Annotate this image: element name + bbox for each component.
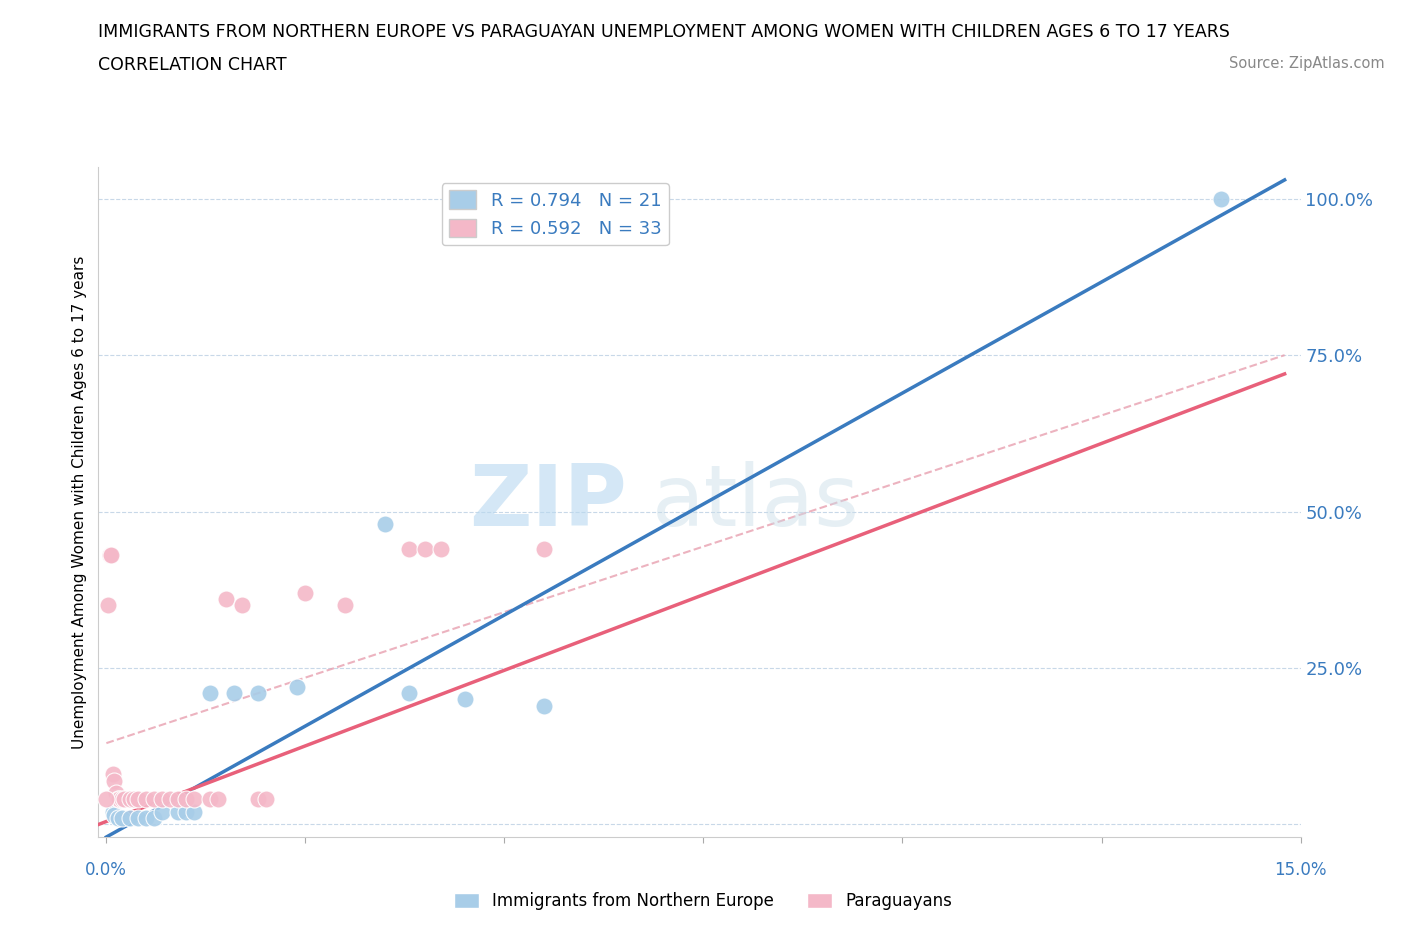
Point bbox=[104, 786, 127, 801]
Point bbox=[111, 811, 134, 826]
Text: Source: ZipAtlas.com: Source: ZipAtlas.com bbox=[1229, 56, 1385, 71]
Point bbox=[335, 598, 357, 613]
Point bbox=[111, 792, 134, 807]
Point bbox=[107, 792, 129, 807]
Point bbox=[246, 792, 269, 807]
Text: 0.0%: 0.0% bbox=[84, 860, 127, 879]
Point bbox=[533, 698, 555, 713]
Point bbox=[374, 517, 396, 532]
Point bbox=[103, 773, 125, 788]
Point bbox=[174, 804, 197, 819]
Point bbox=[127, 792, 149, 807]
Point bbox=[127, 811, 149, 826]
Point bbox=[101, 767, 124, 782]
Point bbox=[112, 792, 135, 807]
Point bbox=[143, 811, 166, 826]
Point bbox=[254, 792, 277, 807]
Point bbox=[183, 804, 205, 819]
Point bbox=[167, 792, 190, 807]
Point bbox=[207, 792, 229, 807]
Point bbox=[120, 792, 142, 807]
Point bbox=[120, 811, 142, 826]
Point bbox=[246, 685, 269, 700]
Point bbox=[122, 792, 145, 807]
Y-axis label: Unemployment Among Women with Children Ages 6 to 17 years: Unemployment Among Women with Children A… bbox=[72, 256, 87, 749]
Point bbox=[150, 792, 173, 807]
Point bbox=[533, 541, 555, 556]
Point bbox=[198, 685, 221, 700]
Text: atlas: atlas bbox=[651, 460, 859, 544]
Point bbox=[215, 591, 238, 606]
Point bbox=[159, 792, 181, 807]
Legend: Immigrants from Northern Europe, Paraguayans: Immigrants from Northern Europe, Paragua… bbox=[447, 885, 959, 917]
Point bbox=[413, 541, 436, 556]
Point bbox=[198, 792, 221, 807]
Point bbox=[287, 680, 309, 695]
Point bbox=[174, 792, 197, 807]
Point bbox=[143, 792, 166, 807]
Point bbox=[108, 792, 131, 807]
Point bbox=[107, 811, 129, 826]
Point bbox=[183, 792, 205, 807]
Text: IMMIGRANTS FROM NORTHERN EUROPE VS PARAGUAYAN UNEMPLOYMENT AMONG WOMEN WITH CHIL: IMMIGRANTS FROM NORTHERN EUROPE VS PARAG… bbox=[98, 23, 1230, 41]
Point bbox=[398, 541, 420, 556]
Point bbox=[1209, 192, 1232, 206]
Point bbox=[97, 598, 120, 613]
Point bbox=[231, 598, 253, 613]
Point bbox=[101, 804, 124, 819]
Point bbox=[453, 692, 475, 707]
Point bbox=[135, 792, 157, 807]
Point bbox=[150, 804, 173, 819]
Point bbox=[96, 792, 118, 807]
Point bbox=[429, 541, 451, 556]
Point bbox=[103, 807, 125, 822]
Text: 15.0%: 15.0% bbox=[1274, 860, 1327, 879]
Point bbox=[222, 685, 245, 700]
Text: CORRELATION CHART: CORRELATION CHART bbox=[98, 56, 287, 73]
Point bbox=[98, 548, 121, 563]
Legend: R = 0.794   N = 21, R = 0.592   N = 33: R = 0.794 N = 21, R = 0.592 N = 33 bbox=[441, 183, 669, 246]
Point bbox=[135, 811, 157, 826]
Point bbox=[294, 586, 316, 601]
Point bbox=[100, 548, 122, 563]
Point bbox=[167, 804, 190, 819]
Text: ZIP: ZIP bbox=[470, 460, 627, 544]
Point bbox=[398, 685, 420, 700]
